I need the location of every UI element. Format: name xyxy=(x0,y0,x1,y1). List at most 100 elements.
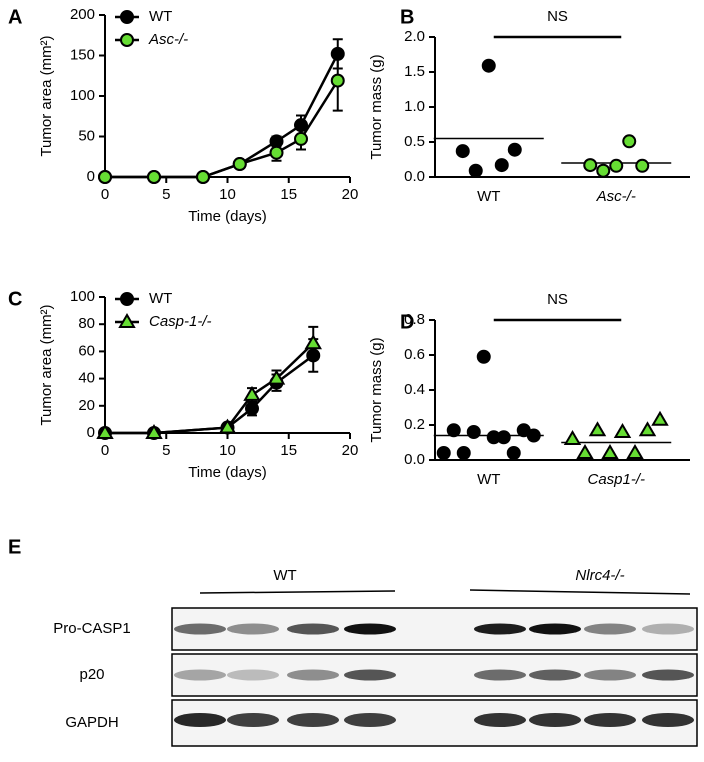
legend-marker xyxy=(120,33,134,47)
y-axis-label: Tumor area (mm²) xyxy=(38,304,55,425)
x-tick-label: 10 xyxy=(219,442,236,459)
marker xyxy=(330,46,345,61)
marker xyxy=(601,444,619,459)
y-tick-label: 0 xyxy=(87,424,95,441)
marker xyxy=(507,142,522,157)
marker xyxy=(218,418,237,434)
marker xyxy=(98,170,112,184)
x-tick-label: Asc-/- xyxy=(596,188,636,205)
marker xyxy=(294,131,308,146)
x-tick-label: Casp1-/- xyxy=(587,471,645,488)
panel-label: B xyxy=(400,6,414,28)
marker xyxy=(455,144,470,159)
marker xyxy=(609,158,624,173)
legend-marker xyxy=(118,313,136,328)
legend-label: Asc-/- xyxy=(148,31,188,48)
marker xyxy=(588,421,607,437)
band xyxy=(529,713,581,727)
y-axis-label: Tumor mass (g) xyxy=(368,54,385,159)
x-tick-label: 20 xyxy=(342,186,359,203)
band xyxy=(584,669,636,681)
annotation: NS xyxy=(547,8,568,25)
marker xyxy=(456,446,471,460)
band xyxy=(642,623,694,635)
marker xyxy=(306,348,321,363)
y-axis-label: Tumor area (mm²) xyxy=(38,35,55,156)
annotation: NS xyxy=(547,291,568,308)
band xyxy=(227,669,279,681)
band xyxy=(584,623,636,635)
marker xyxy=(243,385,261,401)
y-tick-label: 0.4 xyxy=(404,381,425,398)
x-tick-label: 5 xyxy=(162,442,170,459)
panel-label: E xyxy=(8,536,21,558)
marker xyxy=(613,423,632,438)
y-axis-label: Tumor mass (g) xyxy=(368,337,385,442)
legend-marker xyxy=(120,10,134,24)
y-tick-label: 40 xyxy=(78,370,95,387)
marker xyxy=(196,170,210,184)
band xyxy=(174,713,226,727)
marker xyxy=(494,158,509,173)
band xyxy=(227,623,279,635)
y-tick-label: 0.8 xyxy=(404,311,425,328)
band xyxy=(287,623,339,635)
marker xyxy=(267,369,286,385)
legend-label: WT xyxy=(149,290,172,307)
panel-label: A xyxy=(8,6,22,28)
y-tick-label: 1.5 xyxy=(404,63,425,80)
marker xyxy=(330,73,345,88)
band xyxy=(227,713,279,727)
marker xyxy=(622,134,637,149)
x-tick-label: WT xyxy=(477,188,500,205)
marker xyxy=(294,118,308,133)
y-tick-label: 100 xyxy=(70,288,95,305)
marker xyxy=(506,446,521,460)
band xyxy=(642,713,694,727)
y-tick-label: 80 xyxy=(78,315,95,332)
x-tick-label: WT xyxy=(477,471,500,488)
y-tick-label: 0.0 xyxy=(404,451,425,468)
marker xyxy=(526,428,541,443)
band xyxy=(529,669,581,681)
band xyxy=(529,623,581,635)
marker xyxy=(269,134,284,149)
marker xyxy=(245,401,259,416)
y-tick-label: 0.0 xyxy=(404,168,425,185)
y-tick-label: 1.0 xyxy=(404,98,425,115)
y-tick-label: 100 xyxy=(70,87,95,104)
row-label: Pro-CASP1 xyxy=(53,620,131,637)
panel-label: D xyxy=(400,311,414,333)
marker xyxy=(468,163,483,178)
band xyxy=(174,669,226,681)
marker xyxy=(481,58,496,73)
marker xyxy=(466,425,481,439)
series-line xyxy=(105,342,315,435)
band xyxy=(287,669,339,681)
marker xyxy=(436,446,451,460)
legend-marker xyxy=(120,292,134,306)
marker xyxy=(147,170,161,184)
band xyxy=(474,713,526,727)
x-axis-label: Time (days) xyxy=(188,208,267,225)
panel-label: C xyxy=(8,288,22,310)
y-tick-label: 0 xyxy=(87,168,95,185)
y-tick-label: 200 xyxy=(70,6,95,23)
marker xyxy=(269,145,284,160)
marker xyxy=(635,158,650,173)
group-line xyxy=(469,589,691,595)
y-tick-label: 0.6 xyxy=(404,346,425,363)
y-tick-label: 150 xyxy=(70,46,95,63)
legend-label: Casp-1-/- xyxy=(149,313,212,330)
y-tick-label: 20 xyxy=(78,397,95,414)
group-line xyxy=(199,590,396,594)
group-label: WT xyxy=(273,567,296,584)
marker xyxy=(476,349,491,364)
band xyxy=(474,623,526,635)
marker xyxy=(96,424,114,439)
marker xyxy=(304,334,322,350)
band xyxy=(344,713,396,727)
y-tick-label: 50 xyxy=(78,127,95,144)
x-tick-label: 10 xyxy=(219,186,236,203)
